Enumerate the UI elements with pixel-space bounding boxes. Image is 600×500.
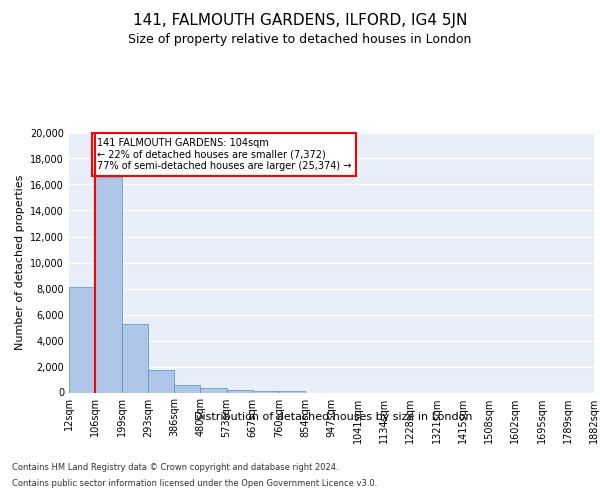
Bar bbox=[95, 176, 121, 392]
Text: 141, FALMOUTH GARDENS, ILFORD, IG4 5JN: 141, FALMOUTH GARDENS, ILFORD, IG4 5JN bbox=[133, 12, 467, 28]
Bar bbox=[227, 390, 253, 392]
Bar bbox=[200, 388, 227, 392]
Bar bbox=[148, 370, 174, 392]
Text: Distribution of detached houses by size in London: Distribution of detached houses by size … bbox=[194, 412, 472, 422]
Bar bbox=[69, 287, 95, 393]
Bar bbox=[174, 384, 200, 392]
Text: 141 FALMOUTH GARDENS: 104sqm
← 22% of detached houses are smaller (7,372)
77% of: 141 FALMOUTH GARDENS: 104sqm ← 22% of de… bbox=[97, 138, 351, 171]
Text: Size of property relative to detached houses in London: Size of property relative to detached ho… bbox=[128, 32, 472, 46]
Text: Contains HM Land Registry data © Crown copyright and database right 2024.: Contains HM Land Registry data © Crown c… bbox=[12, 462, 338, 471]
Y-axis label: Number of detached properties: Number of detached properties bbox=[15, 175, 25, 350]
Bar bbox=[121, 324, 148, 392]
Bar bbox=[279, 391, 305, 392]
Text: Contains public sector information licensed under the Open Government Licence v3: Contains public sector information licen… bbox=[12, 479, 377, 488]
Bar bbox=[253, 390, 279, 392]
